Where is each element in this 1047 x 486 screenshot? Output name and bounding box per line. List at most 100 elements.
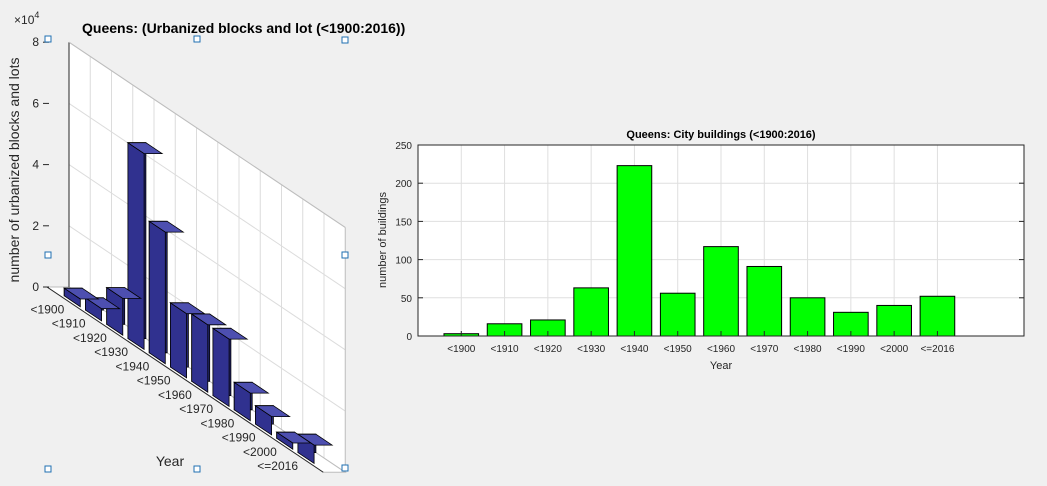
right-x-tick-label: <1940 [620,344,649,355]
right-x-tick-label: <=2016 [920,344,954,355]
right-chart-bars [443,165,956,337]
left-x-tick-label: <2000 [243,445,277,459]
bar-top-face [105,287,143,299]
left-x-tick-label: <1980 [201,416,235,430]
bar-top-face [275,431,313,444]
right-x-axis-label: Year [710,360,733,372]
bar-top-face [232,381,270,394]
left-chart-title: Queens: (Urbanized blocks and lot (<1900… [82,20,405,36]
left-y-tick-label: 8 [32,35,39,49]
left-y-tick-label: 4 [32,158,39,172]
left-x-tick-label: <1930 [94,345,128,359]
bar-buildings-1950 [659,292,696,337]
bar-top-face [254,405,291,418]
left-y-tick-label: 2 [32,219,39,233]
right-y-tick-label: 250 [395,141,412,152]
left-top-edge [68,41,346,228]
left-x-axis-label: Year [156,453,185,469]
bar-buildings-2016 [919,295,956,337]
right-x-tick-label: <1980 [794,344,823,355]
right-x-tick-label: <1910 [491,344,520,355]
right-x-tick-labels: <1900 <1910 <1920 <1930 <1940 <1950 <1960 <1970… [447,344,955,355]
selection-handle-top-left[interactable] [44,35,52,43]
right-y-tick-label: 0 [406,332,412,343]
bar-top-face [147,220,185,233]
bar-top-face [62,287,100,300]
bar-top-face [126,142,164,155]
selection-handle-middle-left[interactable] [44,251,52,259]
left-x-tick-label: <1950 [137,374,171,388]
left-x-tick-label: <1990 [222,431,256,445]
selection-handle-middle-right[interactable] [341,251,349,259]
left-x-tick-label: <1940 [116,359,150,373]
selection-handle-bottom-left[interactable] [44,465,52,473]
bar-urbanized-1940 [147,220,185,365]
exponent-multiplier: × [14,13,21,27]
bar-urbanized-1990 [254,404,291,436]
left-y-exponent-marker: ×104 [14,10,39,27]
selection-handle-top-right[interactable] [341,36,349,44]
right-x-tick-label: <1950 [664,344,693,355]
bar-top-face [169,302,206,315]
bar-buildings-1930 [573,287,609,337]
right-x-tick-label: <1960 [707,344,736,355]
left-x-axis-line [46,286,324,473]
bar-urbanized-2000 [275,431,313,450]
city-buildings-bar-chart: 0 50 100 150 200 250 <1900 <1910 <1920 <1930 <194… [377,129,1025,372]
left-h-gridline [68,164,346,351]
right-x-tick-label: <1920 [534,344,563,355]
right-y-axis-label: number of buildings [377,192,389,289]
right-y-tick-labels: 0 50 100 150 200 250 [395,141,412,343]
bar-urbanized-1960 [190,313,228,393]
left-x-tick-label: <1920 [73,331,107,345]
right-x-tick-label: <1970 [750,344,779,355]
selection-handle-bottom-right[interactable] [341,464,349,472]
selection-handle-bottom-center[interactable] [193,465,201,473]
right-y-tick-label: 150 [395,217,412,228]
left-x-tick-label: <1970 [179,402,213,416]
left-y-axis-label: number of urbanized blocks and lots [6,58,22,283]
bar-buildings-1980 [789,297,826,337]
bar-buildings-1940 [616,165,653,337]
left-x-tick-labels: <1900<1910<1920<1930<1940<1950<1960<1970… [31,302,299,473]
bar-urbanized-1910 [84,297,121,322]
exponent-base: 10 [21,13,35,27]
right-x-tick-label: <1930 [577,344,606,355]
bar-top-face [211,327,249,340]
right-chart-title: Queens: City buildings (<1900:2016) [626,129,816,141]
bar-urbanized-1950 [169,302,206,379]
bar-front-face [127,141,145,351]
selection-handle-top-center[interactable] [193,35,201,43]
bar-top-face [296,433,334,446]
left-y-tick-label: 6 [32,96,39,110]
bar-urbanized-1900 [62,287,100,308]
left-chart-axes [46,41,346,473]
bar-urbanized-1980 [232,381,270,422]
right-y-tick-label: 200 [395,179,412,190]
bar-buildings-1960 [703,246,739,337]
left-x-tick-label: <1960 [158,388,192,402]
right-x-tick-label: <1990 [837,344,866,355]
bar-front-face [212,327,230,408]
left-x-tick-label: <1900 [31,302,65,316]
urbanized-blocks-3d-chart: 0 2 4 6 8 <1900<1910<1920<1930<1940<1950<196… [6,10,405,473]
left-h-gridline [68,102,346,290]
right-x-tick-label: <2000 [880,344,909,355]
exponent-power: 4 [34,10,39,20]
bar-buildings-1970 [746,265,783,337]
right-plot-border [417,144,1025,337]
right-x-tick-label: <1900 [447,344,476,355]
left-y-tick-labels: 0 2 4 6 8 [32,35,49,294]
selection-handles[interactable] [44,35,349,473]
left-x-tick-label: <=2016 [257,459,298,473]
bar-front-face [169,302,188,379]
right-y-tick-label: 50 [401,294,413,305]
left-x-tick-label: <1910 [52,317,86,331]
right-y-tick-label: 100 [395,256,412,267]
bar-front-face [191,313,209,393]
bar-urbanized-1970 [211,327,249,408]
bar-front-face [148,220,166,365]
left-y-tick-label: 0 [32,280,39,294]
left-chart-bars [62,141,334,465]
